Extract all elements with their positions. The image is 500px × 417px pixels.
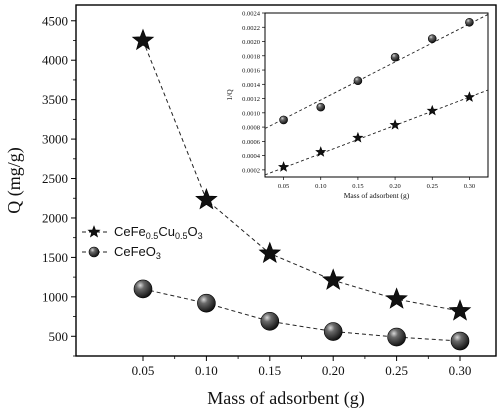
data-point (387, 327, 406, 347)
x-tick-label: 0.15 (258, 363, 281, 378)
legend-label: CeFeO3 (114, 244, 161, 261)
inset-y-tick-label: 0.0014 (242, 82, 261, 89)
inset-x-tick-label: 0.15 (352, 183, 363, 190)
legend-marker (88, 246, 100, 258)
y-axis-title: Q (mg/g) (4, 147, 25, 214)
inset-data-point (279, 115, 288, 125)
inset-y-tick-label: 0.0004 (242, 153, 261, 160)
series-star (131, 28, 472, 321)
inset-data-point (426, 104, 438, 116)
data-point (260, 311, 280, 331)
y-tick-label: 500 (49, 329, 69, 344)
inset-fit-line (264, 89, 489, 176)
legend-label-part: 3 (156, 251, 161, 261)
y-tick-label: 1000 (42, 289, 68, 304)
legend-label: CeFe0.5Cu0.5O3 (114, 224, 203, 241)
y-tick-label: 3500 (42, 92, 68, 107)
inset-data-point (315, 146, 327, 157)
inset-x-tick-label: 0.25 (427, 183, 438, 190)
inset-y-axis-title: 1/Q (225, 89, 234, 101)
inset-data-point (316, 102, 326, 112)
inset-data-point (352, 131, 364, 143)
inset-x-tick-label: 0.30 (464, 183, 475, 190)
series-line (142, 40, 461, 312)
inset-data-point (389, 119, 401, 130)
inset-x-tick-label: 0.05 (278, 183, 289, 190)
legend-label-part: 3 (198, 231, 203, 241)
x-tick-label: 0.30 (449, 363, 472, 378)
inset-x-tick-label: 0.10 (315, 183, 326, 190)
inset-y-tick-label: 0.0016 (242, 68, 261, 75)
legend-label-part: CeFe (114, 224, 146, 239)
inset-series-star (264, 89, 489, 176)
data-point (197, 293, 216, 313)
inset-series-sphere (264, 14, 489, 129)
inset-y-tick-label: 0.0022 (242, 25, 260, 32)
inset-plot: 0.0002 0.0004 0.0006 0.0008 0.0010 0.0012 0.00… (225, 11, 489, 200)
data-point (323, 322, 343, 341)
data-point (321, 268, 345, 290)
x-tick-label: 0.10 (195, 363, 218, 378)
data-point (258, 241, 282, 264)
inset-data-point (353, 76, 363, 86)
data-point (448, 299, 472, 321)
inset-data-point (465, 17, 474, 27)
series-sphere (133, 279, 470, 351)
series-line (142, 288, 461, 342)
inset-data-point (427, 34, 437, 43)
x-tick-label: 0.20 (322, 363, 345, 378)
inset-x-axis-title: Mass of adsorbent (g) (344, 191, 410, 200)
inset-plot-frame (264, 12, 489, 178)
inset-y-tick-label: 0.0020 (242, 39, 260, 46)
data-point (131, 28, 155, 51)
legend-label-part: O (187, 224, 197, 239)
inset-y-tick-label: 0.0012 (242, 96, 260, 103)
inset-y-tick-label: 0.0002 (242, 167, 260, 174)
main-plot-frame (75, 4, 497, 357)
y-tick-label: 1500 (42, 250, 68, 265)
x-axis-title: Mass of adsorbent (g) (207, 388, 364, 409)
legend-label-part: Cu (158, 224, 175, 239)
legend-label-part: CeFeO (114, 244, 156, 259)
data-point (195, 187, 218, 210)
inset-data-point (278, 161, 290, 172)
y-tick-label: 2500 (42, 171, 68, 186)
y-tick-label: 3000 (42, 132, 68, 147)
data-point (133, 279, 153, 299)
inset-data-point (390, 52, 400, 62)
data-point (385, 287, 408, 309)
inset-y-tick-label: 0.0024 (242, 11, 261, 18)
legend-label-part: 0.5 (146, 231, 159, 241)
inset-y-tick-label: 0.0018 (242, 53, 260, 60)
inset-y-tick-label: 0.0006 (242, 139, 261, 146)
data-point (450, 331, 470, 351)
inset-data-point (463, 91, 475, 102)
y-tick-label: 2000 (42, 210, 68, 225)
inset-x-tick-label: 0.20 (389, 183, 400, 190)
y-tick-label: 4000 (42, 53, 68, 68)
inset-y-tick-label: 0.0008 (242, 125, 260, 132)
y-tick-label: 4500 (42, 13, 68, 28)
legend-label-part: 0.5 (175, 231, 188, 241)
legend-marker (87, 225, 101, 238)
inset-y-tick-label: 0.0010 (242, 110, 260, 117)
x-tick-label: 0.05 (132, 363, 155, 378)
x-tick-label: 0.25 (385, 363, 408, 378)
